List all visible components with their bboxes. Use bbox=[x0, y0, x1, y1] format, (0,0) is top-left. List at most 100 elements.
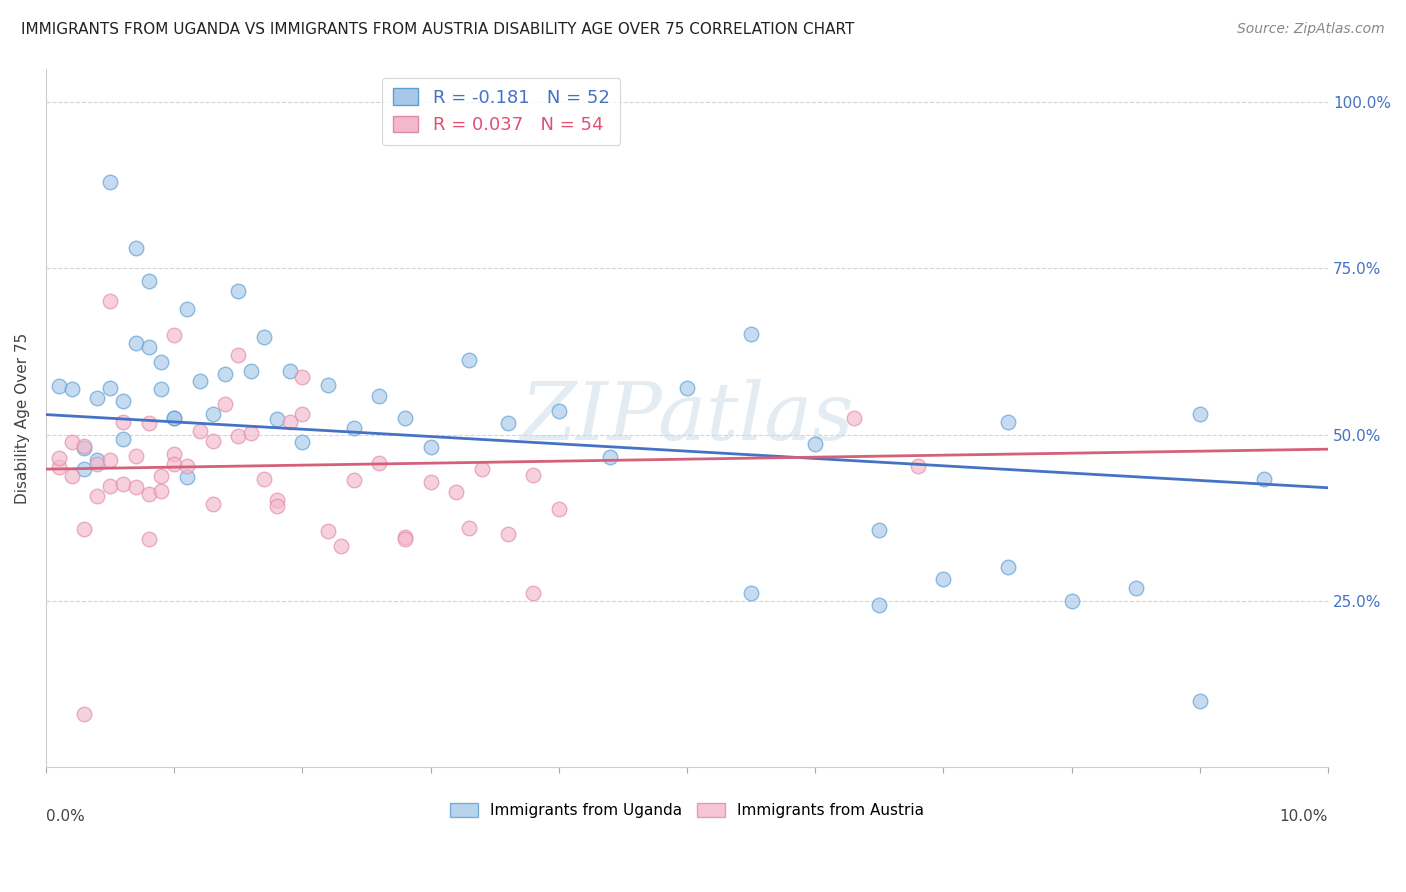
Point bbox=[997, 415, 1019, 429]
Point bbox=[804, 436, 827, 450]
Point bbox=[1188, 694, 1211, 708]
Point bbox=[176, 459, 198, 474]
Point bbox=[163, 457, 186, 471]
Point bbox=[368, 389, 391, 403]
Point bbox=[458, 521, 481, 535]
Point bbox=[98, 453, 121, 467]
Point bbox=[111, 394, 134, 409]
Point bbox=[1125, 581, 1147, 595]
Point bbox=[278, 415, 301, 429]
Point bbox=[86, 391, 108, 405]
Point bbox=[214, 368, 236, 382]
Point bbox=[201, 498, 224, 512]
Text: Source: ZipAtlas.com: Source: ZipAtlas.com bbox=[1237, 22, 1385, 37]
Point bbox=[599, 450, 621, 464]
Point bbox=[291, 370, 314, 384]
Point bbox=[868, 524, 890, 538]
Point bbox=[1060, 594, 1083, 608]
Point bbox=[868, 598, 890, 612]
Point bbox=[125, 336, 148, 351]
Point bbox=[547, 403, 569, 417]
Point bbox=[138, 417, 160, 431]
Point bbox=[266, 492, 288, 507]
Point bbox=[496, 416, 519, 430]
Point bbox=[150, 383, 173, 397]
Point bbox=[740, 327, 762, 342]
Point bbox=[60, 382, 83, 396]
Point bbox=[150, 355, 173, 369]
Point bbox=[240, 426, 263, 441]
Point bbox=[329, 539, 352, 553]
Point bbox=[73, 522, 96, 536]
Point bbox=[343, 473, 366, 487]
Point bbox=[73, 706, 96, 721]
Point bbox=[48, 460, 70, 475]
Point bbox=[394, 530, 416, 544]
Point bbox=[73, 439, 96, 453]
Point bbox=[740, 585, 762, 599]
Point bbox=[60, 434, 83, 449]
Point bbox=[125, 480, 148, 494]
Point bbox=[522, 468, 544, 483]
Text: ZIPatlas: ZIPatlas bbox=[520, 379, 853, 457]
Text: 0.0%: 0.0% bbox=[46, 809, 84, 824]
Point bbox=[188, 374, 211, 388]
Point bbox=[163, 411, 186, 425]
Point bbox=[496, 527, 519, 541]
Point bbox=[907, 458, 929, 473]
Point bbox=[291, 434, 314, 449]
Point bbox=[86, 489, 108, 503]
Point bbox=[138, 532, 160, 546]
Point bbox=[1253, 473, 1275, 487]
Point bbox=[98, 380, 121, 394]
Point bbox=[125, 450, 148, 464]
Point bbox=[226, 429, 249, 443]
Point bbox=[73, 441, 96, 455]
Point bbox=[188, 425, 211, 439]
Point bbox=[458, 352, 481, 367]
Point bbox=[997, 560, 1019, 574]
Point bbox=[316, 524, 339, 538]
Point bbox=[471, 462, 494, 476]
Point bbox=[226, 284, 249, 298]
Point bbox=[111, 415, 134, 429]
Point bbox=[932, 572, 955, 586]
Point bbox=[48, 378, 70, 392]
Point bbox=[446, 484, 468, 499]
Point bbox=[343, 421, 366, 435]
Point bbox=[253, 330, 276, 344]
Point bbox=[163, 447, 186, 461]
Point bbox=[125, 241, 148, 255]
Point bbox=[138, 340, 160, 354]
Point bbox=[150, 483, 173, 498]
Point bbox=[60, 469, 83, 483]
Point bbox=[547, 501, 569, 516]
Point bbox=[201, 408, 224, 422]
Point bbox=[201, 434, 224, 448]
Point bbox=[226, 348, 249, 362]
Point bbox=[676, 381, 699, 395]
Point bbox=[419, 475, 441, 490]
Point bbox=[138, 275, 160, 289]
Point bbox=[111, 432, 134, 446]
Point bbox=[253, 472, 276, 486]
Point bbox=[98, 294, 121, 309]
Point bbox=[291, 407, 314, 421]
Point bbox=[419, 440, 441, 454]
Point bbox=[394, 410, 416, 425]
Point bbox=[316, 378, 339, 392]
Text: IMMIGRANTS FROM UGANDA VS IMMIGRANTS FROM AUSTRIA DISABILITY AGE OVER 75 CORRELA: IMMIGRANTS FROM UGANDA VS IMMIGRANTS FRO… bbox=[21, 22, 855, 37]
Point bbox=[163, 327, 186, 342]
Point bbox=[176, 469, 198, 483]
Point bbox=[98, 175, 121, 189]
Point bbox=[278, 364, 301, 378]
Point bbox=[176, 301, 198, 316]
Point bbox=[522, 586, 544, 600]
Legend: R = -0.181   N = 52, R = 0.037   N = 54: R = -0.181 N = 52, R = 0.037 N = 54 bbox=[382, 78, 620, 145]
Point bbox=[111, 477, 134, 491]
Point bbox=[86, 453, 108, 467]
Point bbox=[368, 456, 391, 470]
Point bbox=[48, 450, 70, 465]
Y-axis label: Disability Age Over 75: Disability Age Over 75 bbox=[15, 332, 30, 503]
Point bbox=[150, 469, 173, 483]
